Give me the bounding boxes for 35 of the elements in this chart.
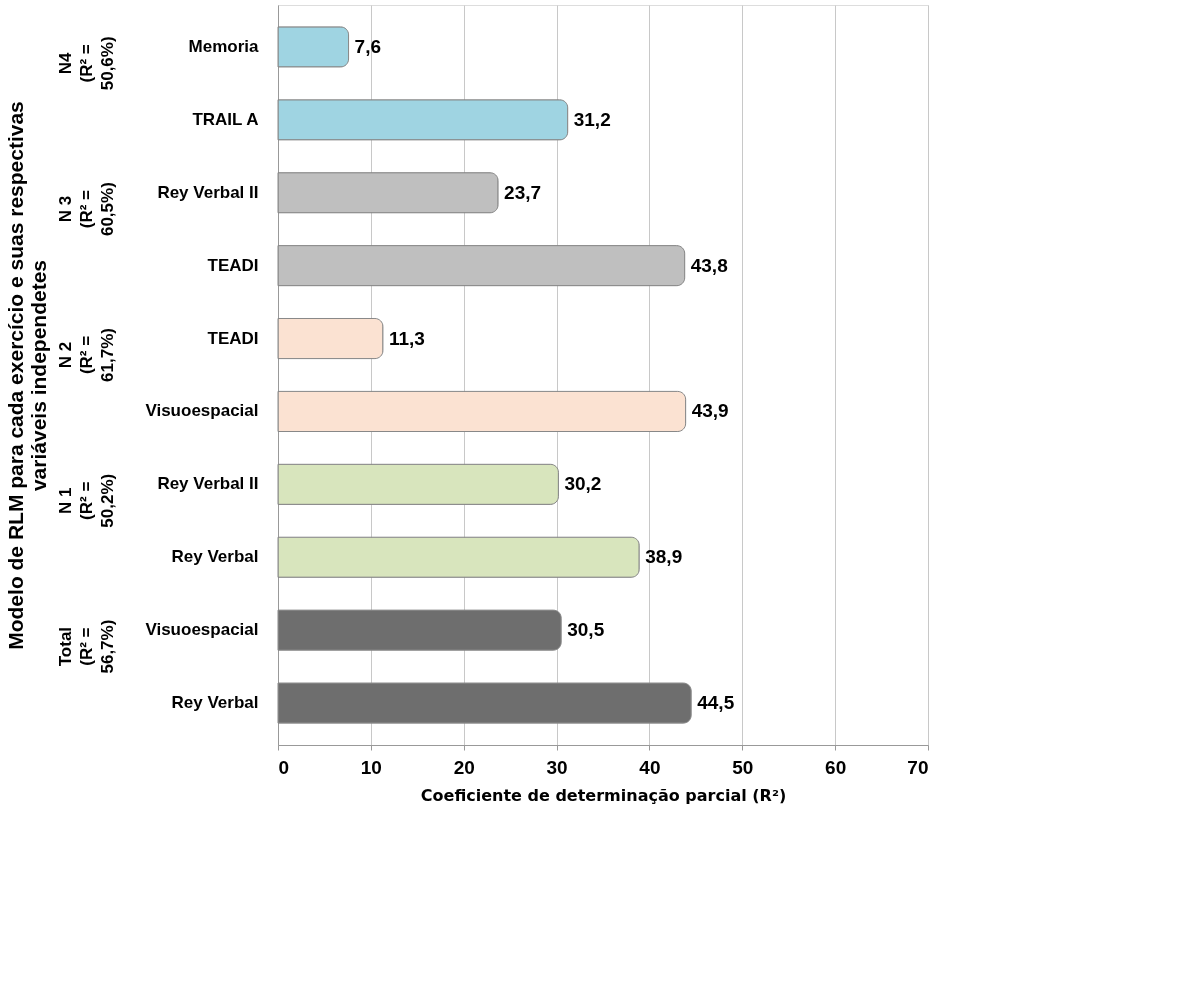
data-label: 30,2 xyxy=(564,473,602,495)
y-tick-label: TRAIL A xyxy=(192,109,259,129)
y-tick-label: TEADI xyxy=(207,328,259,348)
y-tick-label: Visuoespacial xyxy=(145,620,259,640)
y-tick-label: TEADI xyxy=(207,255,259,275)
x-axis-title: Coeficiente de determinação parcial (R²) xyxy=(420,785,787,805)
data-label: 43,9 xyxy=(691,400,729,422)
x-tick-label: 60 xyxy=(825,756,847,778)
y-tick-label: Rey Verbal xyxy=(171,547,259,567)
data-label: 7,6 xyxy=(354,35,381,57)
text: N 1 (R² = 50,2%) xyxy=(56,473,117,528)
y-tick-label: Rey Verbal II xyxy=(157,182,259,202)
text: Total (R² = 56,7%) xyxy=(56,619,117,674)
text: N4 (R² = 50,6%) xyxy=(56,36,117,91)
y-tick-label: Rey Verbal xyxy=(171,693,259,713)
y-tick-label: Visuoespacial xyxy=(145,401,259,421)
x-tick-label: 70 xyxy=(907,756,929,778)
x-tick-label: 50 xyxy=(732,756,754,778)
y-tick-label: Memoria xyxy=(188,36,260,56)
data-label: 43,8 xyxy=(690,254,728,276)
x-tick-label: 30 xyxy=(546,756,568,778)
x-tick-label: 40 xyxy=(639,756,661,778)
text: N 2 (R² = 61,7%) xyxy=(56,328,117,382)
data-label: 11,3 xyxy=(388,327,425,349)
y-axis-title: Modelo de RLM para cada exercício e suas respectivas variáveis independetes xyxy=(4,101,51,650)
x-tick-label: 10 xyxy=(360,756,382,778)
text: N 3 (R² = 60,5%) xyxy=(56,182,117,237)
data-label: 23,7 xyxy=(504,181,542,203)
data-label: 44,5 xyxy=(697,692,735,714)
data-label: 31,2 xyxy=(573,108,611,130)
data-label: 38,9 xyxy=(645,546,683,568)
data-label: 30,5 xyxy=(567,619,605,641)
y-tick-label: Rey Verbal II xyxy=(157,474,259,494)
x-tick-label: 20 xyxy=(453,756,475,778)
x-tick-label: 0 xyxy=(278,756,290,778)
